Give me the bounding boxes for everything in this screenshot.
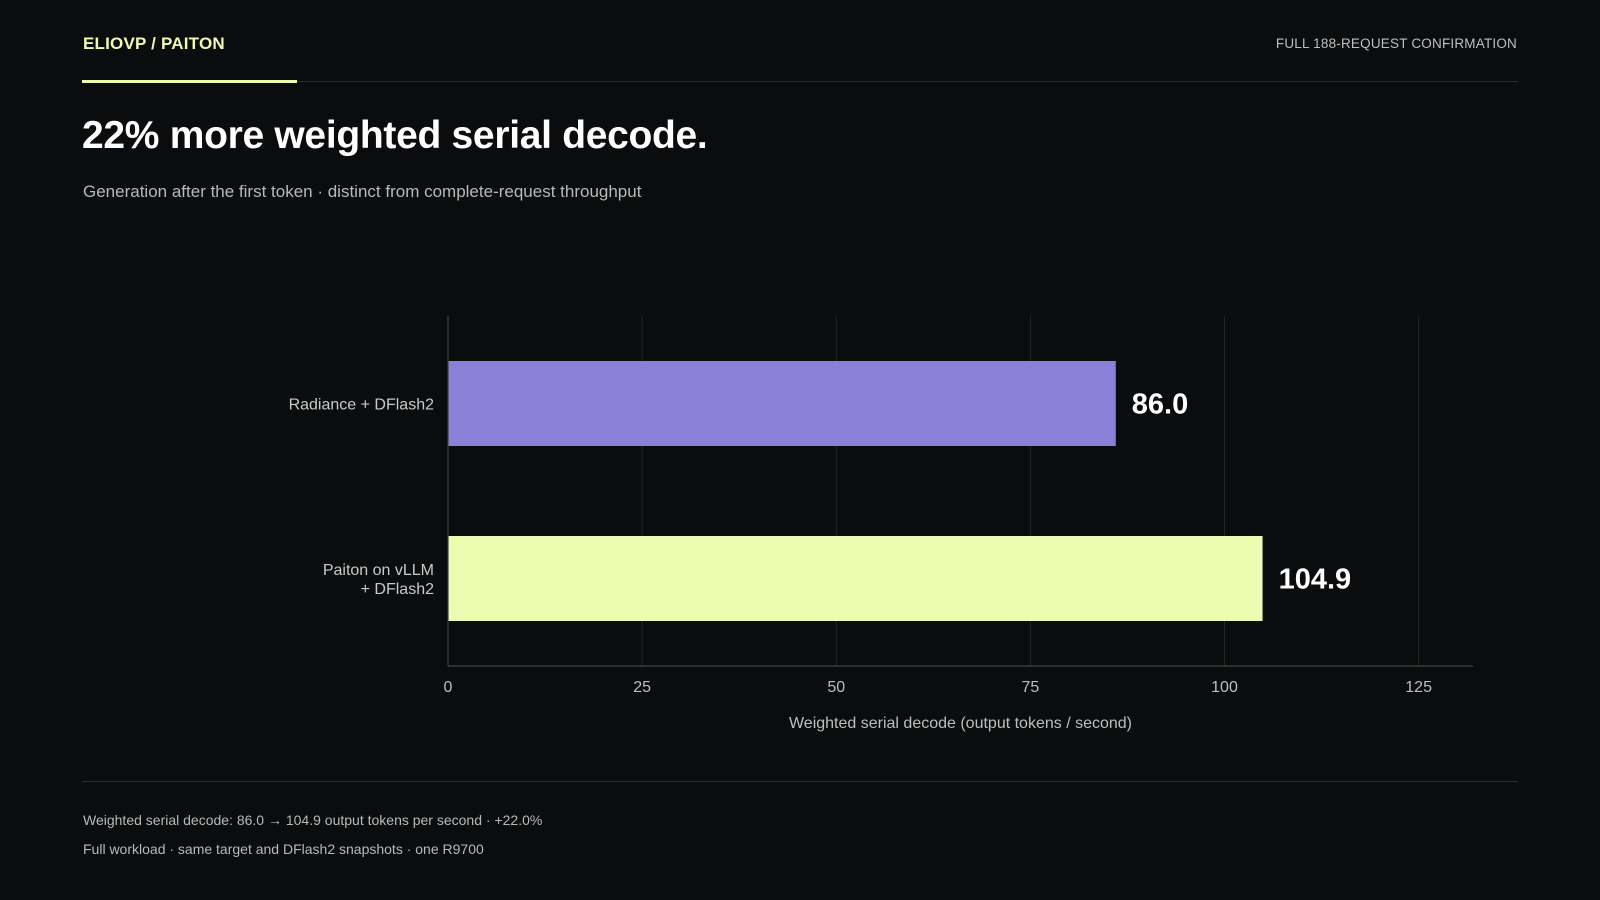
- footnote-summary: Weighted serial decode: 86.0 → 104.9 out…: [83, 812, 543, 828]
- bar-value-label: 86.0: [1132, 389, 1188, 421]
- page-title: 22% more weighted serial decode.: [82, 114, 708, 157]
- header-right-label: FULL 188-REQUEST CONFIRMATION: [1275, 36, 1517, 51]
- category-label: Radiance + DFlash2: [289, 397, 435, 414]
- bar: [448, 536, 1263, 621]
- footer-divider: [82, 781, 1518, 782]
- x-tick-label: 75: [1021, 679, 1039, 696]
- header-divider: [82, 81, 1518, 82]
- x-tick-label: 0: [444, 679, 453, 696]
- x-tick-label: 25: [633, 679, 651, 696]
- header-accent-bar: [82, 80, 297, 83]
- bar: [448, 361, 1116, 446]
- brand-title: ELIOVP / PAITON: [83, 34, 225, 53]
- footnote-details: Full workload · same target and DFlash2 …: [83, 841, 484, 857]
- category-label: Paiton on vLLM: [323, 562, 434, 579]
- category-label: + DFlash2: [361, 581, 434, 598]
- x-tick-label: 50: [827, 679, 845, 696]
- x-tick-label: 100: [1211, 679, 1238, 696]
- bar-chart: 86.0 Radiance + DFlash2 104.9 Paiton on vLL…: [289, 316, 1473, 732]
- x-tick-label: 125: [1405, 679, 1432, 696]
- bar-value-label: 104.9: [1279, 564, 1352, 596]
- x-axis-title: Weighted serial decode (output tokens / …: [789, 715, 1132, 732]
- page-subtitle: Generation after the first token · disti…: [83, 182, 642, 201]
